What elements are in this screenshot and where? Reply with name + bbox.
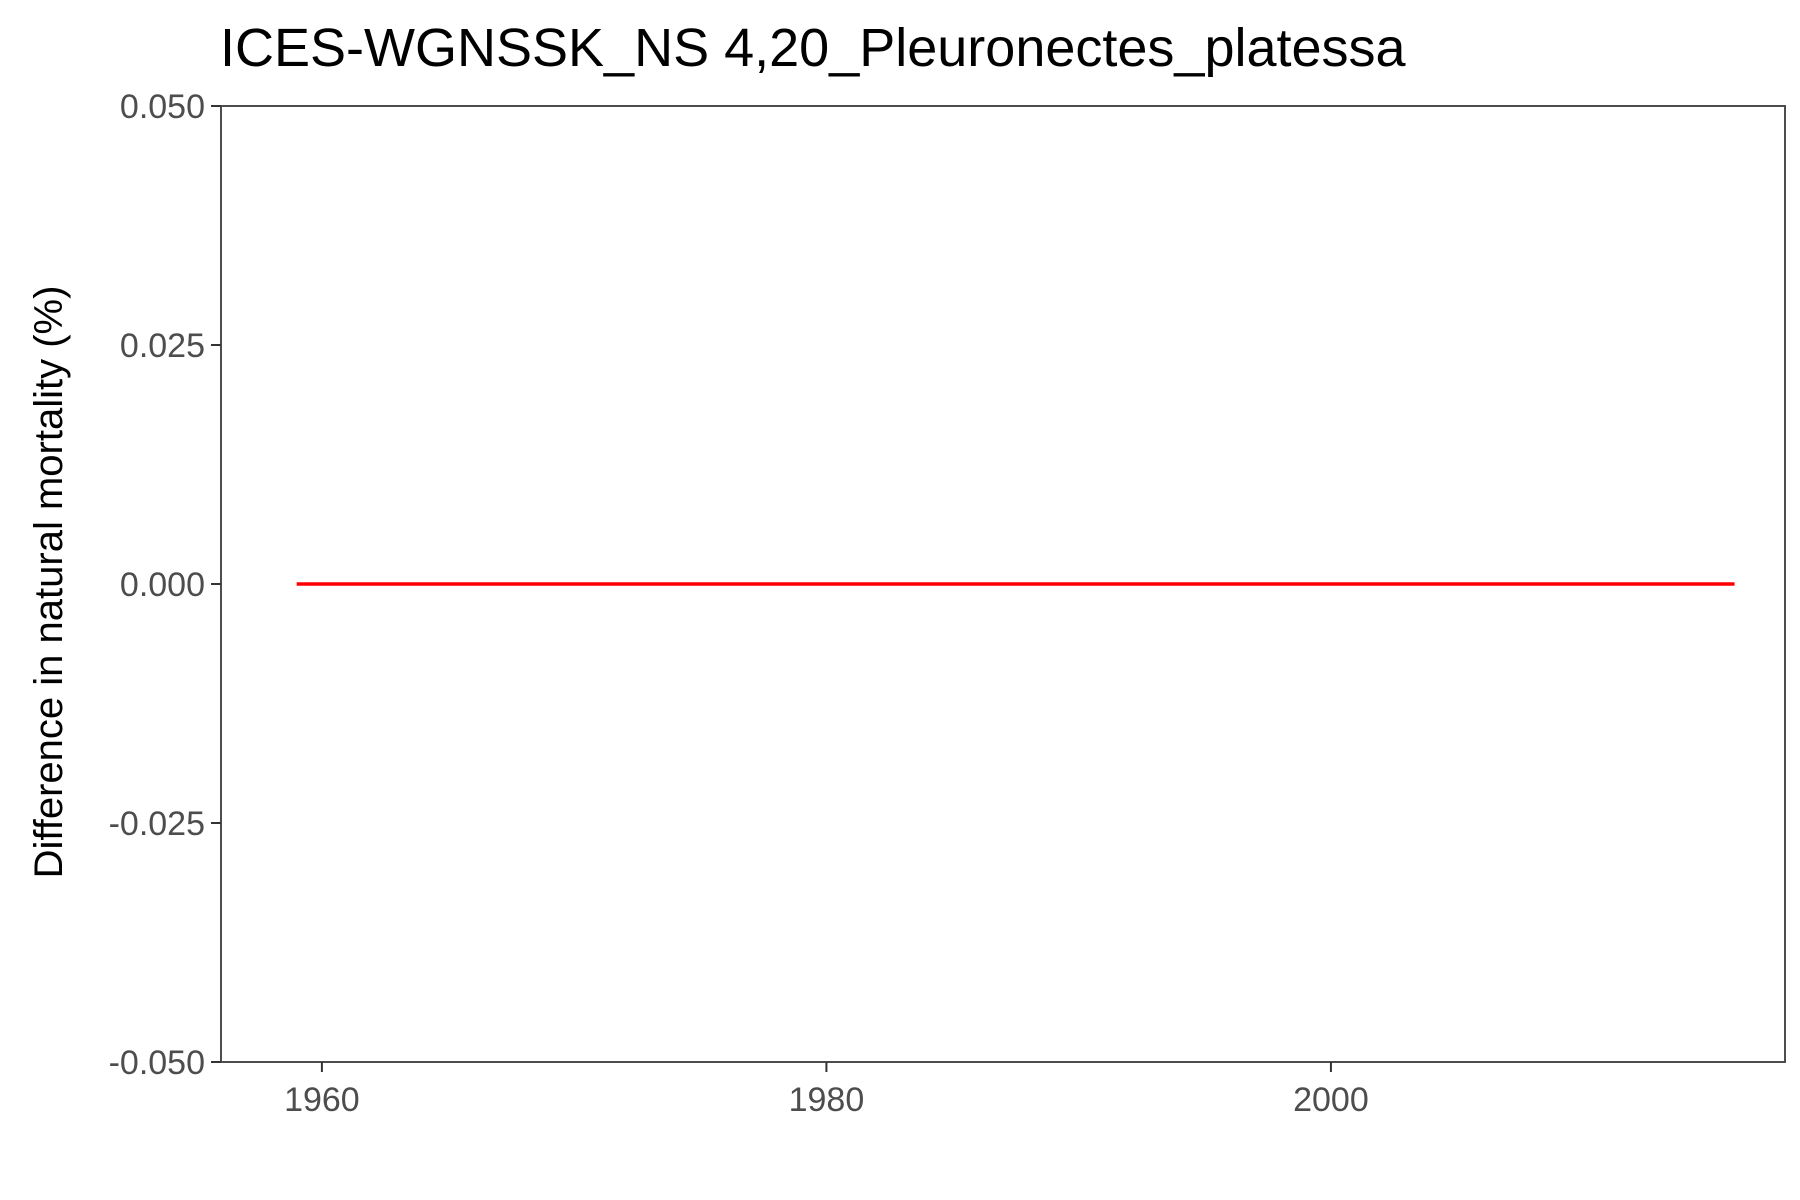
y-axis-label: Difference in natural mortality (%) — [27, 286, 71, 879]
y-tick-label: -0.050 — [109, 1044, 205, 1082]
x-tick-label: 1960 — [284, 1081, 360, 1119]
y-tick-label: 0.000 — [120, 566, 205, 604]
y-tick-label: -0.025 — [109, 805, 205, 843]
x-axis: 1960 1980 2000 — [284, 1062, 1369, 1119]
y-tick-label: 0.050 — [120, 88, 205, 126]
y-axis: -0.050 -0.025 0.000 0.025 0.050 — [109, 88, 221, 1082]
y-tick-label: 0.025 — [120, 327, 205, 365]
x-tick-label: 2000 — [1293, 1081, 1369, 1119]
chart-title: ICES-WGNSSK_NS 4,20_Pleuronectes_platess… — [220, 18, 1407, 78]
x-tick-label: 1980 — [789, 1081, 865, 1119]
